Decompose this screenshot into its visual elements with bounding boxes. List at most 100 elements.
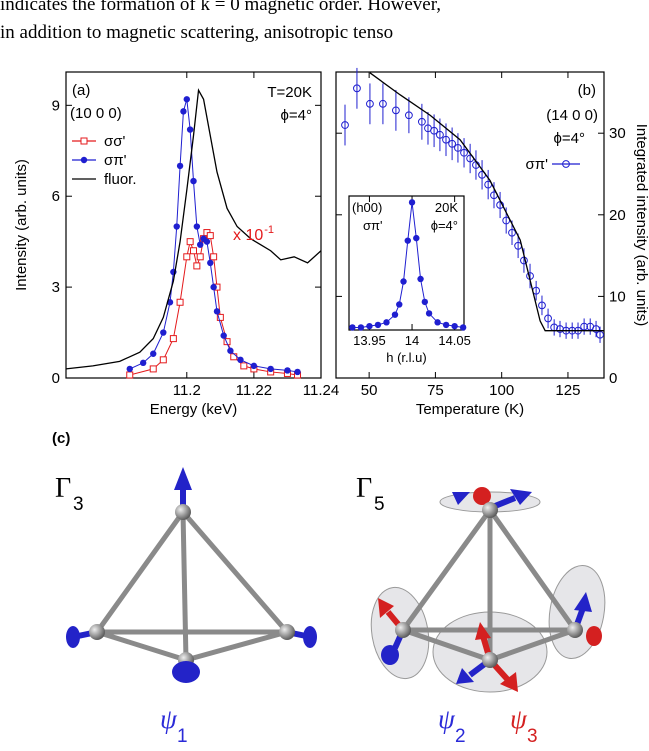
data-point — [126, 365, 133, 373]
data-point — [417, 117, 426, 126]
scale-note-exponent: -1 — [264, 224, 274, 236]
x-tick-label: 11.2 — [173, 382, 201, 399]
y-tick-label: 3 — [52, 279, 60, 296]
legend-symbol — [80, 137, 88, 145]
data-point — [396, 301, 403, 308]
data-point — [404, 111, 413, 120]
data-point — [240, 362, 248, 370]
y-axis-label: Intensity (arb. units) — [13, 159, 30, 291]
mode-symbol: ψ — [160, 704, 178, 734]
data-point — [538, 301, 546, 310]
annotation: ϕ=4° — [280, 107, 312, 124]
data-point — [366, 99, 374, 108]
x-tick-label: 11.24 — [303, 382, 339, 399]
annotation: ϕ=4° — [431, 218, 458, 233]
x-tick-label: 125 — [555, 382, 580, 399]
data-point — [544, 314, 552, 323]
mode-symbol: ψ — [510, 704, 528, 734]
data-point — [197, 241, 204, 248]
data-point — [459, 324, 467, 331]
data-point — [357, 324, 365, 331]
data-point — [173, 223, 180, 230]
data-point — [508, 228, 516, 237]
body-text: in addition to magnetic scattering, anis… — [0, 22, 393, 43]
data-point — [400, 278, 407, 285]
data-point — [374, 321, 382, 329]
data-point — [186, 238, 194, 246]
data-point — [408, 199, 416, 206]
plot-frame — [348, 195, 465, 331]
y-tick-label: 9 — [52, 97, 60, 114]
data-point — [213, 308, 221, 315]
annotation: T=20K — [267, 84, 312, 101]
data-point — [183, 96, 190, 103]
data-point — [294, 368, 301, 376]
data-point — [267, 365, 274, 373]
legend-label: σσ' — [104, 133, 126, 150]
data-point — [190, 177, 197, 185]
data-point — [150, 350, 157, 357]
mode-symbol: ψ — [438, 704, 456, 734]
data-point — [139, 359, 147, 367]
data-point — [592, 325, 600, 333]
data-point — [210, 283, 217, 291]
data-point — [436, 130, 444, 139]
x-tick-label: 13.95 — [353, 333, 386, 348]
data-point — [203, 238, 211, 245]
annotation: (a) — [72, 82, 90, 99]
irrep-symbol: Γ — [55, 473, 71, 504]
data-point — [149, 365, 157, 373]
data-point — [404, 237, 411, 244]
data-point — [460, 148, 468, 157]
irrep-subscript: 5 — [374, 494, 385, 515]
y-tick-label: 0 — [609, 370, 617, 387]
mode-subscript: 3 — [527, 726, 538, 747]
data-point — [220, 332, 227, 339]
mode-subscript: 2 — [455, 726, 466, 747]
data-point — [250, 362, 258, 370]
x-axis-label: h (r.l.u) — [386, 350, 426, 365]
legend-label: fluor. — [104, 171, 137, 188]
data-point — [413, 234, 420, 242]
data-point — [596, 330, 604, 339]
legend-symbol — [562, 160, 570, 168]
data-point — [196, 253, 204, 261]
annotation: σπ' — [363, 218, 382, 233]
scale-note: x 10 — [233, 227, 263, 244]
y-tick-label: 6 — [52, 188, 60, 205]
data-point — [176, 162, 184, 170]
data-point — [448, 139, 457, 148]
annotation: (h00) — [352, 200, 382, 215]
data-point — [383, 319, 390, 326]
data-point — [169, 335, 177, 343]
data-point — [210, 253, 218, 261]
data-point — [580, 322, 589, 331]
x-tick-label: 11.22 — [236, 382, 272, 399]
plot-frame — [65, 71, 322, 379]
x-axis-label: Temperature (K) — [416, 401, 524, 418]
x-tick-label: 14 — [405, 333, 419, 348]
annotation: (b) — [578, 82, 596, 99]
data-point — [421, 298, 429, 306]
data-point — [159, 356, 167, 364]
annotation: (10 0 0) — [70, 105, 122, 122]
y-axis-label: Integrated intensity (arb. units) — [633, 124, 649, 327]
data-point — [216, 313, 224, 321]
legend-symbol — [80, 156, 88, 164]
x-tick-label: 50 — [361, 382, 378, 399]
data-point — [341, 121, 349, 129]
data-point — [160, 329, 167, 336]
y-tick-label: 30 — [609, 125, 626, 142]
data-point — [430, 126, 438, 135]
tetrahedron-gamma5 — [370, 487, 606, 693]
data-point — [417, 275, 424, 283]
annotation: (14 0 0) — [546, 107, 598, 124]
y-tick-label: 20 — [609, 207, 626, 224]
data-point — [425, 310, 433, 317]
data-point — [193, 262, 201, 270]
series-line — [369, 72, 604, 332]
data-point — [206, 232, 214, 240]
data-point — [434, 319, 441, 326]
data-point — [180, 108, 187, 115]
